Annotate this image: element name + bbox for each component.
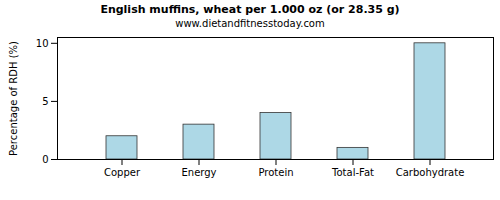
svg-text:Protein: Protein — [258, 167, 293, 178]
svg-text:Percentage of RDH (%): Percentage of RDH (%) — [8, 41, 19, 156]
html-text:www.dietandfitnesstoday.com: www.dietandfitnesstoday.com — [175, 18, 325, 29]
svg-text:Total-Fat: Total-Fat — [331, 167, 374, 178]
svg-text:10: 10 — [36, 38, 49, 49]
svg-text:0: 0 — [42, 154, 48, 165]
svg-text:Carbohydrate: Carbohydrate — [396, 167, 465, 178]
svg-text:5: 5 — [42, 96, 48, 107]
html-text:English muffins, wheat per 1.0: English muffins, wheat per 1.000 oz (or … — [100, 3, 400, 16]
svg-text:Copper: Copper — [104, 167, 141, 178]
svg-text:Energy: Energy — [181, 167, 216, 178]
